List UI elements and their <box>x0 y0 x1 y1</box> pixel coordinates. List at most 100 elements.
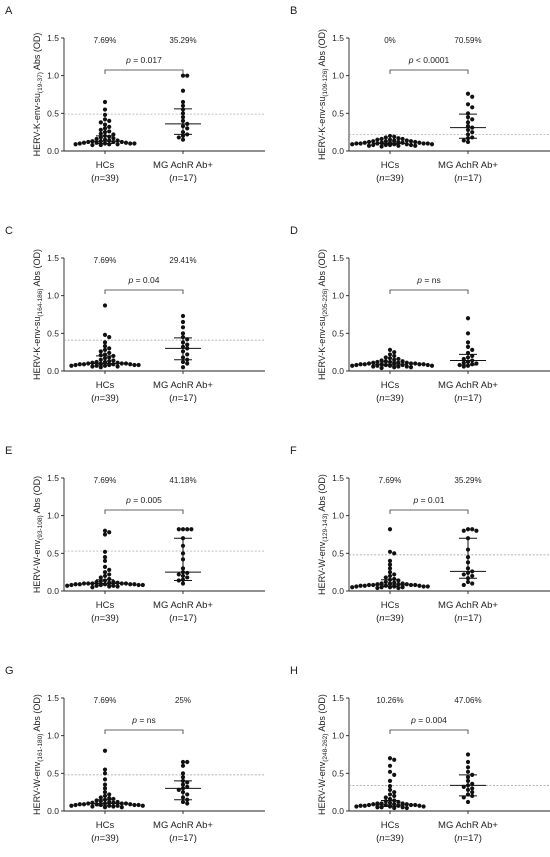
data-point <box>128 582 133 587</box>
n-prefix: ( <box>454 173 458 184</box>
panel-letter: E <box>5 445 12 457</box>
data-point <box>107 572 112 577</box>
data-point <box>461 572 466 577</box>
n-italic: n <box>457 393 462 404</box>
data-point <box>387 756 393 761</box>
significance-bracket <box>389 729 469 734</box>
data-point <box>185 575 190 580</box>
data-point <box>185 342 190 347</box>
n-italic: n <box>172 173 177 184</box>
data-point <box>107 567 112 573</box>
data-point <box>180 325 186 330</box>
data-point <box>408 139 414 144</box>
n-italic: n <box>457 613 462 624</box>
y-tick-label: 1.0 <box>332 511 344 521</box>
n-italic: n <box>172 833 177 844</box>
data-point <box>400 136 405 142</box>
group-n-label: (n=17) <box>169 393 197 404</box>
y-axis-label: HERV-K-env-su(109-126) Abs (OD) <box>317 29 329 160</box>
n-italic: n <box>379 833 384 844</box>
data-point <box>90 364 95 369</box>
data-point <box>107 335 112 340</box>
group-label: MG AchR Ab+ <box>438 380 498 391</box>
data-point <box>185 527 190 532</box>
data-point <box>383 799 388 804</box>
data-point <box>180 103 186 108</box>
data-point <box>461 528 466 533</box>
data-point <box>94 798 99 803</box>
data-point <box>107 576 112 582</box>
data-point <box>180 771 186 776</box>
group-n-label: (n=17) <box>454 833 482 844</box>
data-point <box>417 140 422 145</box>
group-label: MG AchR Ab+ <box>438 820 498 831</box>
n-suffix: =39) <box>385 393 404 404</box>
y-tick-label: 1.5 <box>332 473 344 483</box>
data-point <box>425 141 430 146</box>
data-point <box>417 583 422 588</box>
data-point <box>404 364 409 369</box>
p-value-label: p = 0.01 <box>413 495 445 505</box>
data-point <box>102 344 108 349</box>
data-point <box>470 527 475 532</box>
p-symbol: p <box>128 275 134 285</box>
data-point <box>69 363 74 368</box>
data-point <box>180 759 186 765</box>
data-point <box>465 765 471 770</box>
y-axis-label-tail: Abs (OD) <box>317 249 327 289</box>
group-label: HCs <box>381 600 400 611</box>
data-point <box>470 135 475 140</box>
data-point <box>98 353 103 358</box>
data-point <box>65 583 70 588</box>
data-point <box>185 352 190 357</box>
data-point <box>136 362 141 368</box>
data-point <box>354 584 359 589</box>
y-axis-label-main: HERV-K-env-su <box>32 93 42 156</box>
p-value-label: p = ns <box>131 715 155 725</box>
data-point <box>371 139 376 144</box>
n-suffix: =17) <box>178 393 197 404</box>
data-point <box>470 786 475 791</box>
data-point <box>417 362 422 367</box>
group-n-label: (n=17) <box>454 393 482 404</box>
data-point <box>413 143 418 148</box>
data-point <box>123 801 129 806</box>
y-tick-label: 0.5 <box>332 328 344 338</box>
n-suffix: =39) <box>100 833 119 844</box>
data-point <box>392 551 397 556</box>
y-tick-label: 0.5 <box>47 328 59 338</box>
data-point <box>180 581 186 586</box>
data-point <box>102 748 108 753</box>
data-point <box>400 585 405 590</box>
n-italic: n <box>94 613 99 624</box>
group-label: HCs <box>96 380 115 391</box>
data-point <box>185 570 190 576</box>
panel-letter: F <box>290 445 297 457</box>
data-point <box>371 364 376 369</box>
data-point <box>362 140 367 145</box>
data-point <box>102 564 108 569</box>
y-tick-label: 0.0 <box>332 146 344 156</box>
data-point <box>107 129 112 134</box>
data-point <box>128 802 133 807</box>
p-value-label: p = ns <box>416 275 440 285</box>
data-point <box>115 364 120 369</box>
data-point <box>81 140 87 145</box>
p-value-text: = ns <box>422 275 441 285</box>
data-point <box>387 356 393 361</box>
data-point <box>111 800 116 805</box>
data-point <box>185 73 190 78</box>
group-n-label: (n=39) <box>376 613 404 624</box>
data-point <box>77 802 82 807</box>
data-point <box>140 803 145 808</box>
data-point <box>98 365 103 370</box>
data-point <box>366 361 372 366</box>
group-label: HCs <box>96 820 115 831</box>
n-suffix: =39) <box>385 173 404 184</box>
y-tick-label: 1.5 <box>47 693 59 703</box>
data-point <box>123 140 129 145</box>
n-italic: n <box>457 833 462 844</box>
data-point <box>123 581 129 586</box>
data-point <box>404 582 409 587</box>
